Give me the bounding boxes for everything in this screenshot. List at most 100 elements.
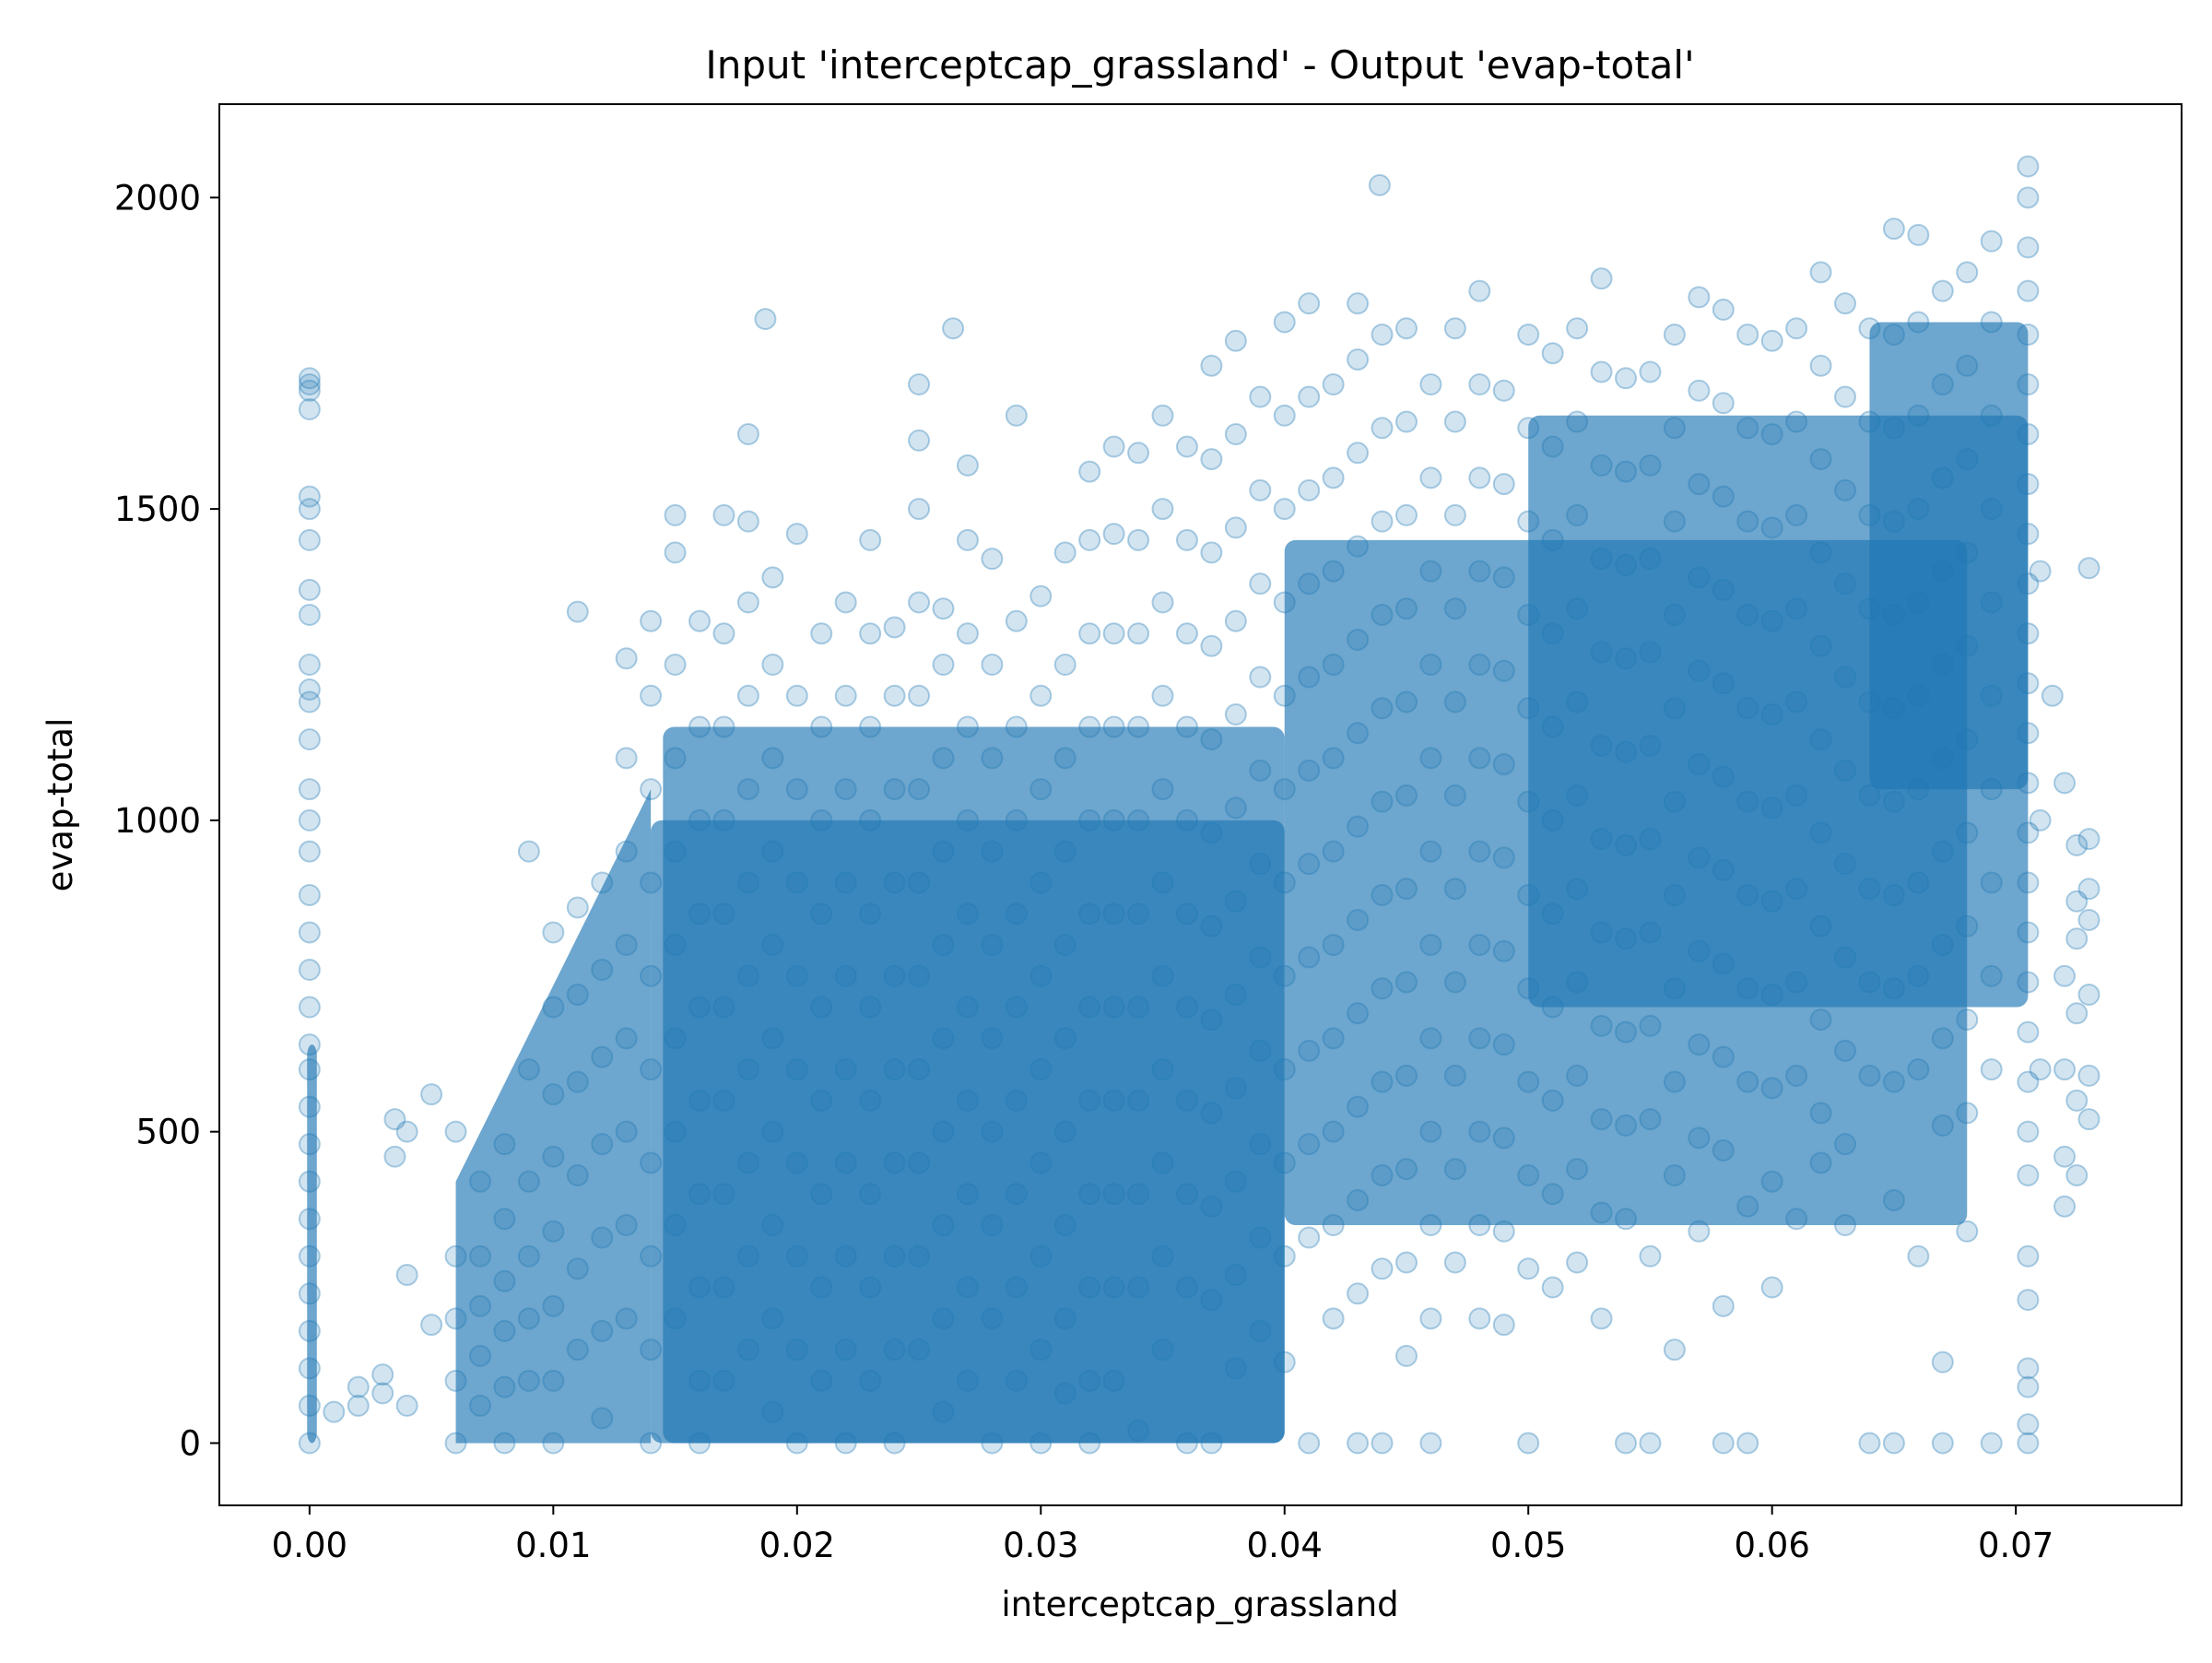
scatter-point xyxy=(1102,715,1125,738)
scatter-point xyxy=(1712,672,1735,695)
scatter-point xyxy=(1273,591,1296,614)
scatter-point xyxy=(1517,1163,1540,1186)
scatter-point xyxy=(1785,597,1808,620)
scatter-point xyxy=(1468,279,1491,302)
scatter-point xyxy=(444,1244,467,1268)
scatter-point xyxy=(298,528,321,551)
scatter-point xyxy=(1517,977,1540,1000)
scatter-point xyxy=(859,902,882,926)
scatter-point xyxy=(1907,1058,1930,1081)
scatter-point xyxy=(2017,373,2040,395)
scatter-point xyxy=(1712,298,1735,321)
scatter-point xyxy=(2053,1145,2077,1168)
scatter-point xyxy=(298,1208,321,1231)
scatter-point xyxy=(2065,833,2088,856)
scatter-point xyxy=(981,840,1004,863)
scatter-point xyxy=(883,778,906,801)
scatter-point xyxy=(2077,984,2100,1007)
scatter-point xyxy=(2029,808,2052,832)
scatter-point xyxy=(1298,1039,1321,1062)
scatter-point xyxy=(1541,808,1564,832)
scatter-point xyxy=(1347,815,1370,838)
scatter-point xyxy=(1663,883,1686,906)
scatter-point xyxy=(908,429,931,452)
scatter-point xyxy=(664,934,687,956)
scatter-point xyxy=(932,1027,955,1050)
scatter-point xyxy=(1639,360,1662,383)
scatter-point xyxy=(1224,423,1247,446)
scatter-point xyxy=(1151,778,1174,801)
scatter-point xyxy=(1615,927,1638,950)
scatter-point xyxy=(1443,1064,1466,1087)
x-tick-label: 0.05 xyxy=(1490,1526,1566,1565)
x-tick-label: 0.07 xyxy=(1978,1526,2053,1565)
scatter-point xyxy=(1663,417,1686,440)
scatter-point xyxy=(1980,778,2003,801)
scatter-point xyxy=(517,1307,540,1330)
scatter-point xyxy=(1785,317,1808,340)
scatter-point xyxy=(542,1145,565,1168)
scatter-point xyxy=(2017,523,2040,546)
scatter-point xyxy=(785,871,808,894)
scatter-point xyxy=(1566,317,1589,340)
scatter-point xyxy=(785,1151,808,1174)
scatter-point xyxy=(1590,828,1613,851)
scatter-point xyxy=(1151,1151,1174,1174)
scatter-point xyxy=(1468,1120,1491,1143)
scatter-point xyxy=(1688,1126,1711,1150)
scatter-point xyxy=(1882,977,1905,1000)
scatter-point xyxy=(1492,846,1515,869)
scatter-point xyxy=(566,896,589,919)
scatter-point xyxy=(761,1400,784,1423)
scatter-point xyxy=(1005,902,1028,926)
scatter-point xyxy=(1030,871,1053,894)
scatter-point xyxy=(1663,697,1686,720)
scatter-point xyxy=(1931,934,1954,956)
scatter-point xyxy=(1834,1039,1857,1062)
scatter-point xyxy=(1249,478,1272,501)
scatter-point xyxy=(298,921,321,944)
scatter-point xyxy=(1712,1432,1735,1455)
scatter-point xyxy=(1053,1027,1077,1050)
scatter-point xyxy=(1419,934,1442,956)
scatter-point xyxy=(1785,503,1808,526)
scatter-point xyxy=(1639,1244,1662,1268)
scatter-point xyxy=(1468,747,1491,770)
scatter-point xyxy=(810,1276,833,1299)
scatter-point xyxy=(1785,971,1808,994)
scatter-point xyxy=(1347,1282,1370,1305)
scatter-point xyxy=(298,1432,321,1455)
scatter-point xyxy=(2017,1432,2040,1455)
dense-region-3 xyxy=(663,726,1285,1444)
scatter-point xyxy=(1394,690,1418,714)
scatter-point xyxy=(932,1214,955,1236)
scatter-point xyxy=(1078,1183,1101,1206)
scatter-point xyxy=(2017,1357,2040,1380)
scatter-point xyxy=(1224,796,1247,820)
scatter-point xyxy=(395,1120,418,1143)
scatter-point xyxy=(298,379,321,402)
scatter-point xyxy=(1541,528,1564,551)
scatter-point xyxy=(1005,1183,1028,1206)
scatter-point xyxy=(2053,1195,2077,1218)
scatter-point xyxy=(1347,1188,1370,1211)
scatter-point xyxy=(688,715,712,738)
scatter-point xyxy=(1809,728,1832,751)
scatter-point xyxy=(956,902,979,926)
scatter-point xyxy=(1590,1014,1613,1037)
scatter-point xyxy=(1590,641,1613,664)
scatter-point xyxy=(615,1214,638,1236)
scatter-point xyxy=(956,1183,979,1206)
scatter-point xyxy=(298,1058,321,1081)
scatter-point xyxy=(736,964,759,987)
scatter-point xyxy=(736,778,759,801)
scatter-point xyxy=(981,548,1004,571)
scatter-point xyxy=(1663,510,1686,533)
scatter-point xyxy=(1809,541,1832,564)
scatter-point xyxy=(1809,634,1832,657)
scatter-point xyxy=(468,1244,491,1268)
scatter-point xyxy=(517,1058,540,1081)
scatter-point xyxy=(298,1394,321,1417)
scatter-point xyxy=(542,1432,565,1455)
scatter-point xyxy=(1688,939,1711,962)
